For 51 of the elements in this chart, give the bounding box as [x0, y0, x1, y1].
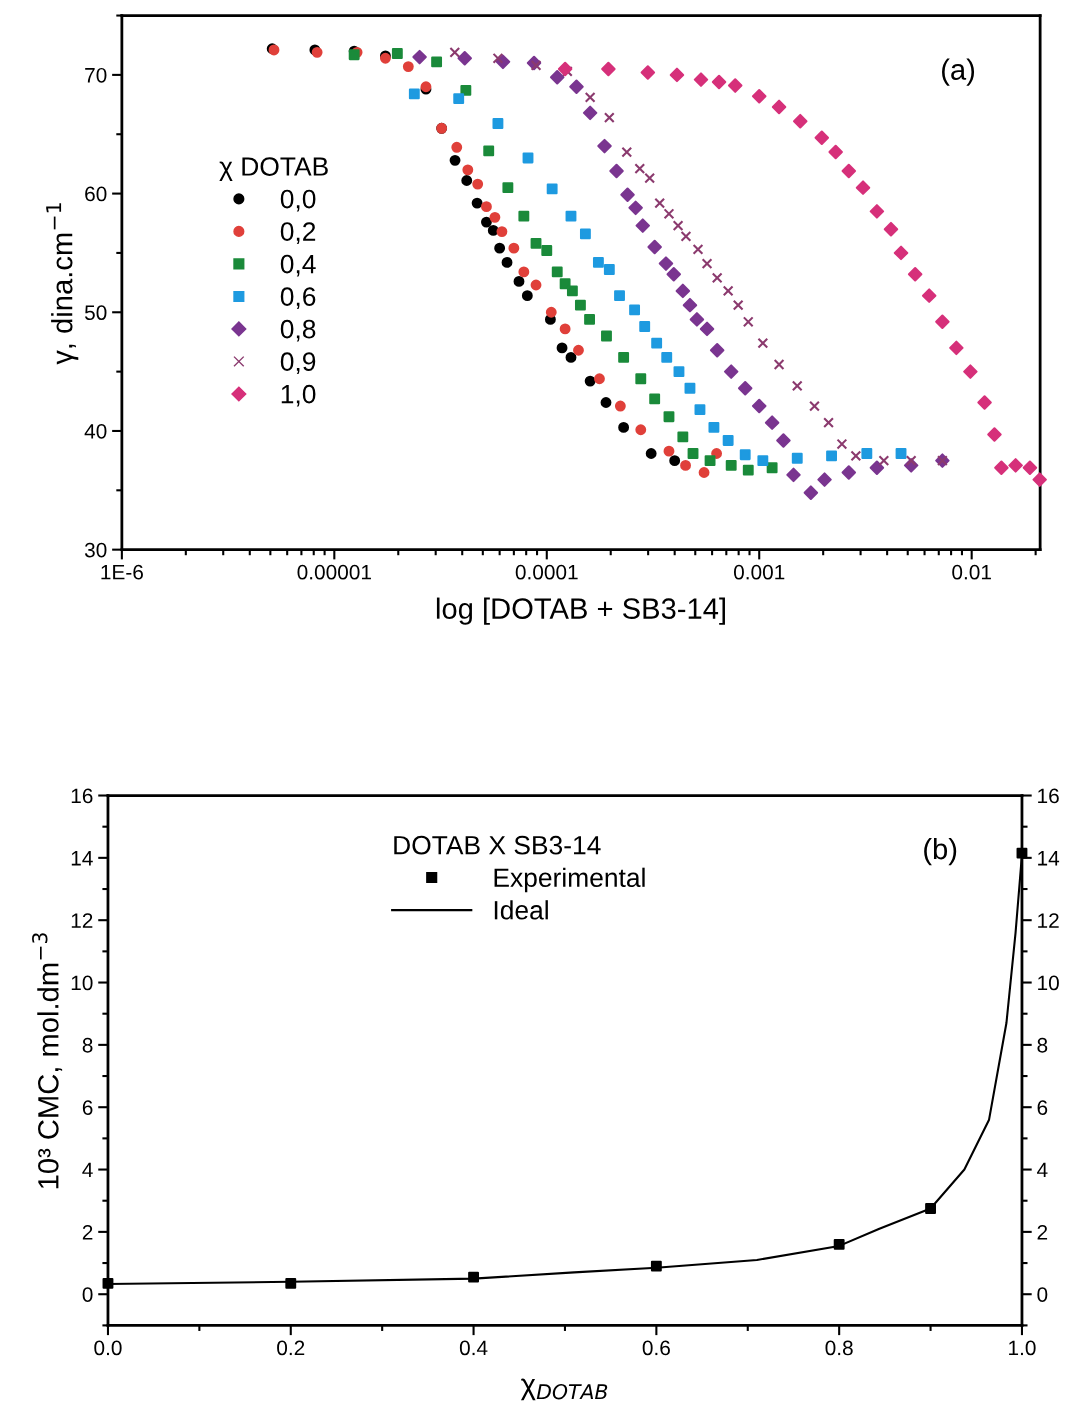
x-tick-label: 1.0 — [1009, 1340, 1036, 1356]
legend-title: χ DOTAB — [219, 157, 328, 182]
y2-tick-label: 0 — [1037, 1287, 1048, 1302]
y-axis-title: 10³ CMC, mol.dm$^{−3}$ — [32, 933, 63, 1189]
legend-label: Ideal — [494, 900, 548, 920]
x-tick-label: 0.00001 — [297, 564, 371, 580]
y2-tick-label: 2 — [1037, 1224, 1048, 1240]
annotation: (a) — [942, 58, 975, 86]
x-tick-label: 1E-6 — [101, 564, 143, 580]
y2-tick-label: 4 — [1037, 1162, 1048, 1178]
y-axis-title: γ, dina.cm$^{−1}$ — [46, 203, 79, 365]
x-tick-label: 0.4 — [459, 1340, 488, 1356]
legend-label: 0,0 — [280, 189, 316, 212]
legend-label: Experimental — [494, 867, 645, 893]
y-tick-label: 14 — [71, 851, 93, 866]
legend-label: 0,9 — [280, 352, 316, 375]
y-tick-label: 60 — [85, 186, 107, 202]
y2-tick-label: 14 — [1038, 851, 1060, 866]
y-tick-label: 8 — [82, 1037, 93, 1053]
y2-tick-label: 8 — [1037, 1037, 1048, 1053]
x-tick-label: 0.0 — [94, 1340, 122, 1356]
y-tick-label: 4 — [82, 1162, 93, 1178]
legend-label: 1,0 — [281, 384, 316, 407]
y2-tick-label: 16 — [1038, 788, 1059, 804]
y2-tick-label: 10 — [1038, 975, 1059, 991]
x-axis-title: log [DOTAB + SB3-14] — [436, 597, 725, 625]
x-tick-label: 0.2 — [277, 1340, 305, 1356]
legend-label: 0,2 — [280, 222, 316, 245]
x-tick-label: 0.6 — [642, 1340, 670, 1356]
legend-label: 0,8 — [280, 319, 316, 342]
y-tick-label: 70 — [85, 67, 107, 83]
y-tick-label: 30 — [84, 542, 107, 558]
y2-tick-label: 12 — [1038, 913, 1059, 928]
legend-label: 0,4 — [280, 254, 316, 277]
y-tick-label: 2 — [82, 1224, 93, 1240]
legend-label: 0,6 — [280, 287, 316, 310]
y2-tick-label: 6 — [1037, 1100, 1048, 1115]
y-tick-label: 50 — [84, 305, 107, 321]
annotation: (b) — [924, 837, 957, 866]
x-tick-label: 0.0001 — [515, 564, 578, 580]
y-tick-label: 10 — [71, 975, 93, 991]
y-tick-label: 0 — [82, 1287, 93, 1302]
y-tick-label: 40 — [84, 423, 107, 439]
y-tick-label: 6 — [82, 1100, 93, 1115]
y-tick-label: 12 — [71, 913, 93, 928]
x-tick-label: 0.01 — [952, 564, 991, 580]
legend-title: DOTAB X SB3-14 — [394, 835, 601, 855]
x-tick-label: 0.001 — [733, 564, 785, 580]
x-axis-title: χ$_{DOTAB}$ — [520, 1378, 608, 1401]
x-tick-label: 0.8 — [825, 1340, 853, 1356]
y-tick-label: 16 — [71, 788, 93, 804]
